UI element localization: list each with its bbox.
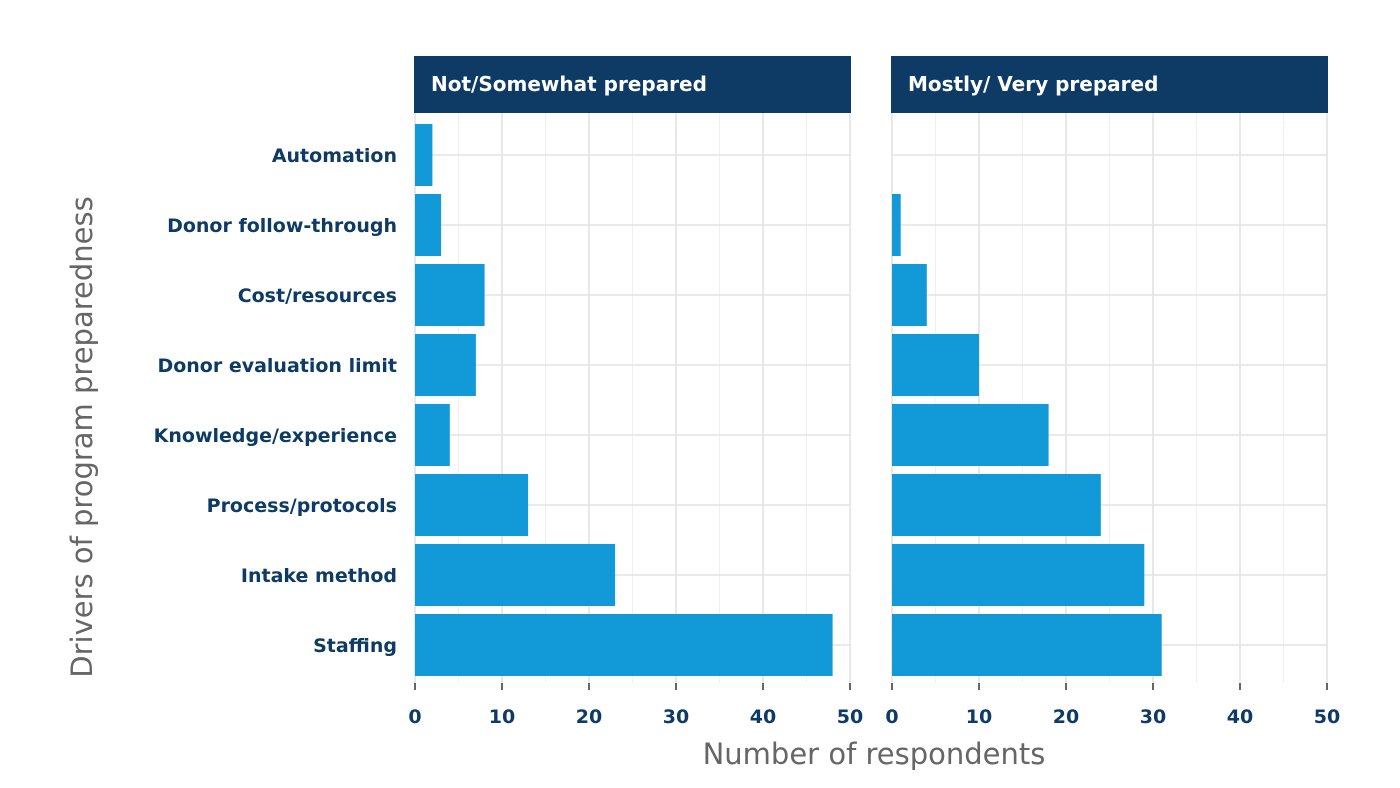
bar-donor-evaluation-limit bbox=[892, 334, 979, 396]
bars bbox=[415, 124, 833, 676]
x-axis-title: Number of respondents bbox=[703, 737, 1046, 771]
bar-donor-evaluation-limit bbox=[415, 334, 476, 396]
x-tick-label-40: 40 bbox=[1227, 706, 1253, 728]
panel-strip-label: Not/Somewhat prepared bbox=[431, 72, 707, 96]
x-tick-label-20: 20 bbox=[576, 706, 602, 728]
x-tick-labels: 0 10 20 30 40 50 bbox=[885, 683, 1340, 728]
category-label-donor-evaluation-limit: Donor evaluation limit bbox=[157, 355, 397, 377]
x-tick-label-10: 10 bbox=[966, 706, 992, 728]
category-label-intake-method: Intake method bbox=[241, 565, 397, 587]
x-tick-label-50: 50 bbox=[837, 706, 863, 728]
bar-donor-follow-through bbox=[892, 194, 901, 256]
x-tick-label-20: 20 bbox=[1053, 706, 1079, 728]
panel-strip bbox=[414, 56, 851, 113]
x-tick-labels: 0 10 20 30 40 50 bbox=[408, 683, 863, 728]
y-axis-title: Drivers of program preparedness bbox=[65, 196, 99, 677]
bar-process-protocols bbox=[892, 474, 1101, 536]
panel-strip-label: Mostly/ Very prepared bbox=[908, 72, 1158, 96]
panel-strip bbox=[891, 56, 1328, 113]
bar-knowledge-experience bbox=[892, 404, 1049, 466]
bar-intake-method bbox=[415, 544, 616, 606]
category-label-knowledge-experience: Knowledge/experience bbox=[154, 425, 397, 447]
category-label-process-protocols: Process/protocols bbox=[207, 495, 397, 517]
x-tick-label-40: 40 bbox=[750, 706, 776, 728]
panel-not-somewhat-prepared: Not/Somewhat prepared 0 10 20 30 40 50 bbox=[408, 56, 863, 728]
bar-process-protocols bbox=[415, 474, 529, 536]
bar-intake-method bbox=[892, 544, 1145, 606]
bar-cost-resources bbox=[415, 264, 485, 326]
category-label-cost-resources: Cost/resources bbox=[238, 285, 397, 307]
x-tick-label-50: 50 bbox=[1314, 706, 1340, 728]
x-tick-label-0: 0 bbox=[885, 706, 898, 728]
bar-cost-resources bbox=[892, 264, 927, 326]
panel-mostly-very-prepared: Mostly/ Very prepared 0 10 20 30 40 50 bbox=[885, 56, 1340, 728]
bar-donor-follow-through bbox=[415, 194, 442, 256]
bar-staffing bbox=[415, 614, 833, 676]
bar-automation bbox=[415, 124, 433, 186]
bar-knowledge-experience bbox=[415, 404, 450, 466]
x-tick-label-30: 30 bbox=[1140, 706, 1166, 728]
category-label-donor-follow-through: Donor follow-through bbox=[167, 215, 397, 237]
category-labels: Automation Donor follow-through Cost/resou… bbox=[154, 145, 397, 657]
bars bbox=[892, 194, 1162, 676]
x-tick-label-30: 30 bbox=[663, 706, 689, 728]
x-tick-label-10: 10 bbox=[489, 706, 515, 728]
bar-staffing bbox=[892, 614, 1162, 676]
category-label-staffing: Staffing bbox=[313, 635, 397, 657]
category-label-automation: Automation bbox=[272, 145, 397, 167]
x-tick-label-0: 0 bbox=[408, 706, 421, 728]
